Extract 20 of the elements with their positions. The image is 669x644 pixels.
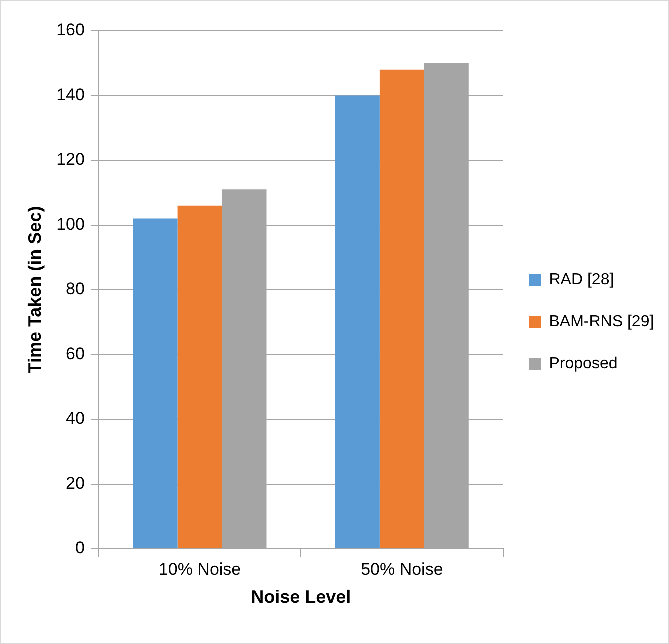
y-tick-label: 20 — [66, 474, 85, 493]
x-axis-title: Noise Level — [251, 587, 352, 608]
legend-label: BAM-RNS [29] — [549, 313, 654, 330]
y-tick-label: 0 — [75, 538, 85, 558]
y-tick-label: 140 — [56, 85, 85, 104]
bar — [133, 218, 178, 548]
bar — [380, 70, 424, 548]
y-tick-label: 40 — [66, 409, 85, 428]
x-tick-label: 50% Noise — [361, 560, 444, 579]
y-tick-label: 160 — [56, 20, 85, 40]
y-tick-label: 60 — [66, 344, 85, 364]
legend-label: Proposed — [549, 355, 618, 372]
y-axis-title: Time Taken (in Sec) — [24, 206, 45, 374]
y-tick-label: 80 — [66, 280, 85, 299]
bar — [178, 206, 222, 548]
legend-label: RAD [28] — [549, 271, 614, 288]
bar — [335, 96, 380, 548]
y-tick-label: 120 — [56, 150, 85, 170]
y-tick-label: 100 — [56, 214, 85, 234]
x-tick-label: 10% Noise — [158, 560, 242, 579]
